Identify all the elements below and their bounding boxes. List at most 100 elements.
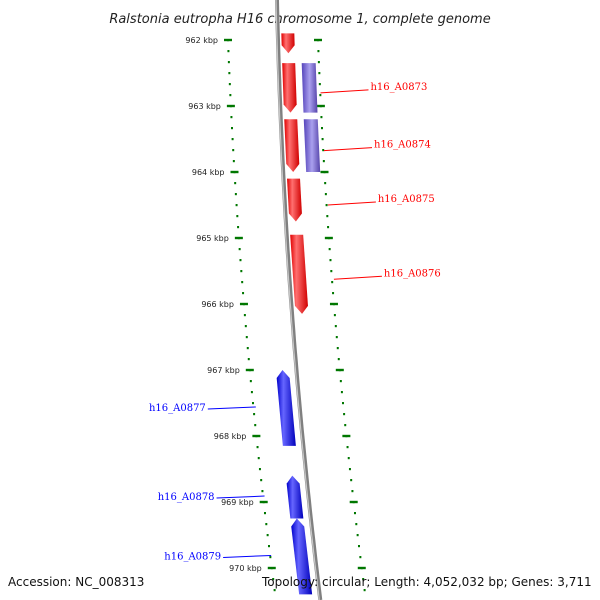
inner-track-dot	[254, 424, 257, 427]
outer-track-dot	[319, 94, 322, 97]
outer-track-dot	[324, 193, 327, 196]
outer-track-dot	[347, 457, 350, 460]
outer-track-dot	[359, 556, 362, 559]
kbp-ticks: 962 kbp 963 kbp 964 kbp 965 kbp 966 kbp 967 k…	[185, 36, 366, 592]
inner-track-dot	[246, 347, 249, 350]
major-tick-outer	[314, 38, 322, 42]
outer-track-dot	[344, 424, 347, 427]
major-tick-inner	[230, 170, 239, 174]
outer-track-dot	[331, 281, 334, 284]
inner-track-dot	[261, 490, 264, 493]
gene-leader-line	[327, 201, 376, 206]
outer-track-dot	[343, 413, 346, 416]
tick-label: 962 kbp	[185, 36, 218, 45]
inner-track-dot	[267, 545, 270, 548]
tick-label: 966 kbp	[201, 300, 234, 309]
inner-track-dot	[236, 215, 239, 218]
outer-track-dot	[318, 83, 321, 86]
forward-gene-arrow[interactable]	[282, 63, 297, 113]
gene-label[interactable]: h16_A0876	[384, 268, 441, 279]
inner-track-dot	[228, 83, 231, 86]
major-tick-outer	[342, 434, 351, 438]
outer-track-dot	[348, 468, 351, 471]
inner-track-dot	[263, 512, 266, 515]
major-tick-outer	[357, 566, 366, 570]
major-tick-inner	[239, 302, 248, 306]
outer-track-dot	[341, 402, 344, 405]
tick-label: 964 kbp	[192, 168, 225, 177]
outer-track-dot	[321, 138, 324, 141]
overlay-feature	[303, 119, 321, 172]
inner-track-dot	[273, 589, 276, 592]
outer-track-dot	[353, 512, 356, 515]
inner-track-dot	[239, 259, 242, 262]
major-tick-outer	[349, 500, 358, 504]
major-tick-inner	[234, 236, 243, 240]
inner-track-dot	[243, 314, 246, 317]
gene-leader-line	[223, 554, 272, 558]
tick-label: 968 kbp	[214, 432, 247, 441]
forward-gene-arrow[interactable]	[287, 178, 302, 222]
gene-leader-line	[216, 495, 265, 499]
outer-track-dot	[336, 347, 339, 350]
outer-track-dot	[320, 116, 323, 119]
gene-label[interactable]: h16_A0878	[158, 492, 215, 503]
outer-track-dot	[330, 270, 333, 273]
outer-track-dot	[321, 127, 324, 130]
inner-track-dot	[227, 61, 230, 64]
outer-track-dot	[351, 490, 354, 493]
gene-label[interactable]: h16_A0875	[378, 194, 435, 205]
backbone-highlight	[275, 0, 320, 600]
outer-track-dot	[325, 204, 328, 207]
inner-track-dot	[251, 402, 254, 405]
inner-track-dot	[245, 336, 248, 339]
gene-label[interactable]: h16_A0879	[164, 551, 221, 562]
inner-track-dot	[231, 138, 234, 141]
tick-label: 963 kbp	[188, 102, 221, 111]
gene-label[interactable]: h16_A0877	[149, 403, 206, 414]
inner-track-dot	[238, 248, 241, 251]
gene-leader-line	[320, 89, 369, 94]
inner-track-dot	[260, 479, 263, 482]
tick-label: 969 kbp	[221, 498, 254, 507]
reverse-gene-arrow[interactable]	[291, 518, 313, 595]
major-tick-inner	[259, 500, 268, 504]
outer-track-dot	[363, 589, 366, 592]
outer-track-dot	[327, 226, 330, 229]
tick-label: 967 kbp	[207, 366, 240, 375]
inner-track-dot	[242, 292, 245, 295]
inner-track-dot	[269, 556, 272, 559]
tick-label: 970 kbp	[229, 564, 262, 573]
inner-track-dot	[232, 160, 235, 163]
forward-gene-arrow[interactable]	[284, 119, 300, 172]
forward-gene-arrow[interactable]	[281, 33, 295, 54]
inner-track-dot	[237, 226, 240, 229]
reverse-gene-arrow[interactable]	[276, 370, 296, 446]
inner-track-dot	[229, 94, 232, 97]
inner-track-dot	[258, 468, 261, 471]
outer-track-dot	[326, 215, 329, 218]
inner-track-dot	[241, 281, 244, 284]
forward-gene-arrow[interactable]	[290, 234, 308, 314]
overlay-feature	[301, 63, 318, 113]
reverse-gene-arrow[interactable]	[286, 475, 304, 519]
outer-track-dot	[318, 72, 321, 75]
outer-track-dot	[346, 446, 349, 449]
gene-label[interactable]: h16_A0873	[370, 82, 427, 93]
inner-track-dot	[234, 193, 237, 196]
inner-track-dot	[256, 446, 259, 449]
map-title: Ralstonia eutropha H16 chromosome 1, com…	[109, 12, 490, 27]
outer-track-dot	[356, 534, 359, 537]
major-tick-outer	[316, 104, 325, 108]
accession-text: Accession: NC_008313	[8, 575, 144, 589]
gene-leader-line	[207, 406, 256, 410]
major-tick-inner	[226, 104, 235, 108]
major-tick-inner	[245, 368, 254, 372]
gene-label[interactable]: h16_A0874	[374, 140, 431, 151]
outer-track-dot	[357, 545, 360, 548]
gene-labels: h16_A0873 h16_A0874 h16_A0875 h16_A0876 h16_…	[149, 82, 441, 563]
outer-track-dot	[337, 358, 340, 361]
inner-track-dot	[249, 380, 252, 383]
outer-track-dot	[334, 325, 337, 328]
